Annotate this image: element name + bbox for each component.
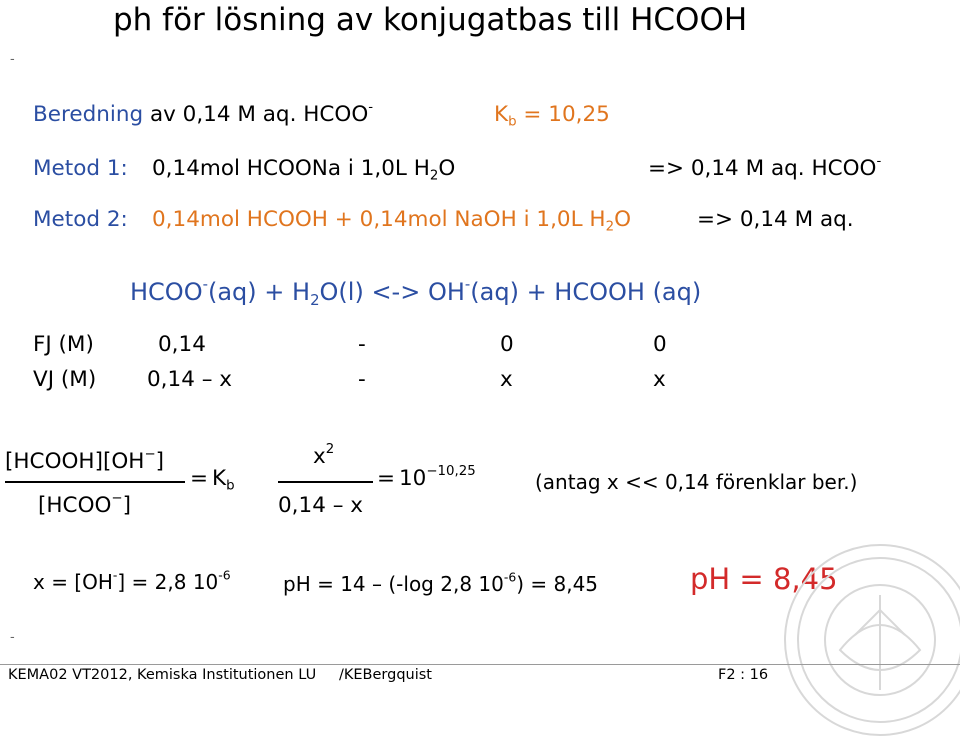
table-row-vj-c2: -	[358, 367, 366, 392]
fraction1-denominator: [HCOO−]	[38, 491, 131, 518]
metod1-result: => 0,14 M aq. HCOO-	[648, 154, 882, 181]
x-result: x = [OH-] = 2,8 10-6	[33, 567, 231, 594]
page-title: ph för lösning av konjugatbas till HCOOH	[113, 2, 748, 38]
metod2-result: => 0,14 M aq.	[697, 207, 854, 232]
kb-value: Kb = 10,25	[494, 102, 610, 130]
ph-final-answer: pH = 8,45	[690, 562, 838, 596]
fraction1-numerator: [HCOOH][OH−]	[5, 447, 165, 474]
eq-sign-2: =	[377, 466, 396, 491]
fraction2-denominator: 0,14 – x	[278, 493, 364, 518]
table-row-fj-c3: 0	[500, 332, 514, 357]
side-mark-top: -	[10, 52, 15, 67]
metod1-label: Metod 1:	[33, 156, 128, 181]
ten-power: 10−10,25	[399, 464, 476, 491]
side-mark-bottom: -	[10, 630, 15, 645]
table-row-vj-c4: x	[653, 367, 666, 392]
table-row-fj-c1: 0,14	[158, 332, 206, 357]
footer-author: /KEBergquist	[339, 667, 432, 683]
table-row-fj-label: FJ (M)	[33, 332, 94, 357]
table-row-vj-label: VJ (M)	[33, 367, 97, 392]
table-row-vj-c1: 0,14 – x	[147, 367, 233, 392]
footer-divider	[0, 664, 960, 665]
beredning-line: Beredning av 0,14 M aq. HCOO-	[33, 100, 374, 127]
metod2-label: Metod 2:	[33, 207, 128, 232]
university-seal-icon	[784, 544, 960, 736]
footer-page-number: F2 : 16	[718, 667, 769, 683]
ph-calculation: pH = 14 – (-log 2,8 10-6) = 8,45	[283, 569, 599, 596]
table-row-fj-c2: -	[358, 332, 366, 357]
table-row-vj-c3: x	[500, 367, 513, 392]
fraction2-bar	[278, 481, 373, 483]
fraction2-numerator: x2	[313, 442, 335, 469]
fraction1-bar	[5, 481, 185, 483]
approximation-note: (antag x << 0,14 förenklar ber.)	[535, 470, 858, 494]
kb-symbol: Kb	[212, 466, 235, 494]
beredning-label: Beredning	[33, 102, 144, 127]
metod2-text: 0,14mol HCOOH + 0,14mol NaOH i 1,0L H2O	[152, 207, 632, 235]
table-row-fj-c4: 0	[653, 332, 667, 357]
eq-sign-1: =	[190, 466, 209, 491]
beredning-text: av 0,14 M aq. HCOO-	[149, 100, 374, 127]
metod1-text: 0,14mol HCOONa i 1,0L H2O	[152, 156, 456, 184]
reaction-equation: HCOO-(aq) + H2O(l) <-> OH-(aq) + HCOOH (…	[130, 274, 702, 310]
footer-course: KEMA02 VT2012, Kemiska Institutionen LU	[8, 667, 317, 683]
